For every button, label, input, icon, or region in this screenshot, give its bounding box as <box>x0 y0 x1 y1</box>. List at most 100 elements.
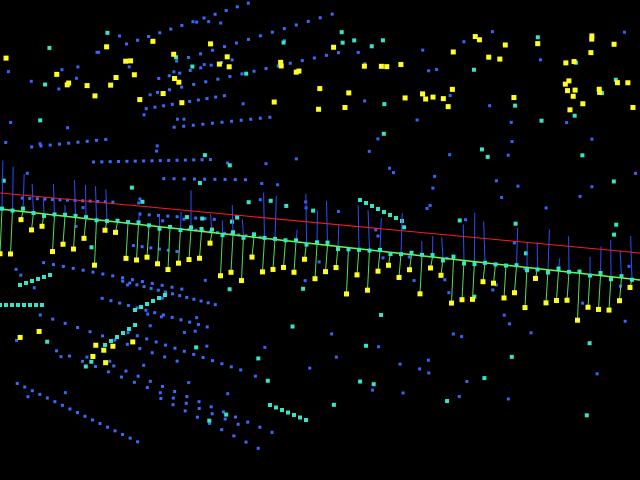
blue-dot <box>201 122 205 126</box>
blue-dot <box>232 434 236 438</box>
blue-dot <box>95 50 99 54</box>
cyan-dot <box>145 302 149 306</box>
green-stem <box>293 241 297 273</box>
cyan-point <box>588 273 592 278</box>
green-stem <box>514 266 517 293</box>
blue-dot <box>60 403 64 407</box>
blue-dot <box>260 181 264 185</box>
blue-stem <box>516 227 519 267</box>
cyan-point <box>105 218 109 223</box>
yellow-dot <box>208 41 214 47</box>
cyan-dot <box>89 245 94 250</box>
cyan-dot <box>34 303 38 307</box>
blue-dot <box>15 339 19 343</box>
yellow-point <box>512 290 517 296</box>
cyan-dot <box>30 279 34 283</box>
blue-dot <box>136 440 140 444</box>
green-stem <box>325 245 328 272</box>
blue-dot <box>199 66 203 70</box>
cyan-dot <box>471 67 476 72</box>
red-axis-line <box>0 192 640 254</box>
cyan-dot <box>301 286 306 291</box>
blue-dot <box>96 199 100 203</box>
blue-dot <box>138 197 142 201</box>
yellow-point <box>134 257 139 263</box>
blue-dot <box>207 20 211 24</box>
yellow-point <box>543 300 549 306</box>
cyan-dot <box>290 324 295 329</box>
blue-dot <box>188 99 192 103</box>
cyan-dot <box>311 208 316 213</box>
cyan-dot <box>340 40 345 45</box>
cyan-point <box>409 250 414 255</box>
blue-dot <box>208 421 212 425</box>
blue-dot <box>529 331 533 335</box>
cyan-point <box>483 260 487 265</box>
blue-dot <box>164 343 168 347</box>
cyan-dot <box>613 77 618 82</box>
blue-dot <box>145 337 149 341</box>
blue-dot <box>182 177 186 181</box>
yellow-point <box>449 300 454 306</box>
yellow-point <box>50 249 55 255</box>
blue-dot <box>220 428 224 432</box>
blue-dot <box>113 429 117 433</box>
blue-dot <box>203 177 207 181</box>
yellow-point <box>596 306 601 312</box>
cyan-dot <box>229 219 234 224</box>
cyan-dot <box>227 287 232 292</box>
yellow-point <box>92 262 97 268</box>
blue-dot <box>48 143 52 147</box>
cyan-dot <box>43 82 48 87</box>
blue-dot <box>427 371 431 375</box>
green-stem <box>136 224 139 261</box>
cyan-point <box>346 247 351 252</box>
cyan-point <box>388 251 393 256</box>
blue-stem <box>367 210 370 251</box>
blue-dot <box>244 178 248 182</box>
blue-stem <box>379 217 382 252</box>
blue-dot <box>39 144 43 148</box>
blue-dot <box>162 104 166 108</box>
green-stem <box>377 251 381 272</box>
cyan-dot <box>382 102 387 107</box>
yellow-dot <box>535 41 541 47</box>
green-stem <box>272 239 276 270</box>
blue-dot <box>148 379 152 383</box>
cyan-dot <box>105 30 110 35</box>
green-stem <box>199 231 202 259</box>
blue-dot <box>448 153 452 157</box>
cyan-dot <box>24 281 28 285</box>
blue-dot <box>160 384 164 388</box>
blue-dot <box>506 153 510 157</box>
blue-dot <box>63 391 67 395</box>
blue-dot <box>14 267 18 271</box>
yellow-dot <box>84 83 90 89</box>
blue-dot <box>92 160 96 164</box>
cyan-dot <box>352 38 357 43</box>
cyan-dot <box>358 379 363 384</box>
green-stem <box>598 275 601 310</box>
blue-dot <box>140 280 144 284</box>
yellow-dot <box>110 343 116 349</box>
cyan-point <box>535 267 540 272</box>
blue-dot <box>509 120 513 124</box>
cyan-point <box>304 242 309 247</box>
blue-dot <box>494 179 498 183</box>
yellow-point <box>291 269 297 275</box>
cyan-point <box>514 263 519 268</box>
cyan-point <box>315 240 319 245</box>
yellow-dot <box>160 91 166 97</box>
cyan-dot <box>18 283 22 287</box>
blue-dot <box>28 196 32 200</box>
blue-dot <box>627 264 631 268</box>
blue-dot <box>9 120 13 124</box>
cyan-point <box>567 269 571 274</box>
yellow-point <box>197 255 202 261</box>
blue-dot <box>38 392 42 396</box>
blue-dot <box>253 374 257 378</box>
blue-dot <box>136 374 140 378</box>
cyan-point <box>252 232 256 237</box>
